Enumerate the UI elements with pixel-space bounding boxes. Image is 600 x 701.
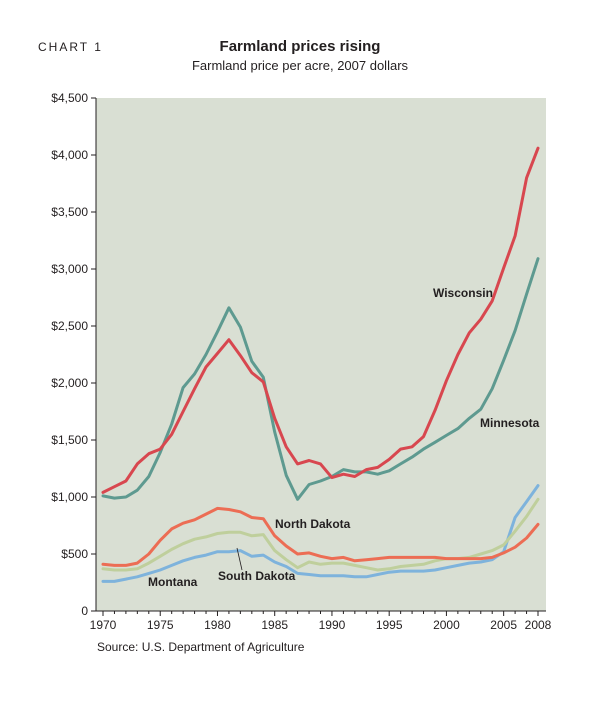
series-line-montana [101, 484, 540, 583]
series-line-north-dakota [101, 506, 540, 567]
series-label-north-dakota: North Dakota [275, 517, 351, 531]
x-tick-label: 1970 [90, 618, 117, 632]
y-tick-label: $1,500 [51, 433, 88, 447]
y-tick-label: $1,000 [51, 490, 88, 504]
y-tick-label: $3,000 [51, 262, 88, 276]
x-tick-label: 1975 [147, 618, 174, 632]
y-axis: 0 $500 $1,000 $1,500 $2,000 $2,500 $3,000 $3,50… [51, 91, 97, 618]
y-tick-label: $3,500 [51, 205, 88, 219]
series-lines [101, 146, 540, 583]
x-tick-label: 1995 [376, 618, 403, 632]
series-label-montana: Montana [148, 575, 198, 589]
x-tick-label: 2000 [433, 618, 460, 632]
y-tick-label: $500 [61, 547, 88, 561]
series-label-minnesota: Minnesota [480, 416, 540, 430]
series-labels: Wisconsin Minnesota North Dakota South Dako… [148, 286, 540, 589]
source-note: Source: U.S. Department of Agriculture [97, 640, 305, 654]
y-tick-label: $4,000 [51, 148, 88, 162]
south-dakota-leader-line [236, 547, 243, 571]
plot-area [96, 98, 546, 611]
y-tick-label: $2,500 [51, 319, 88, 333]
y-tick-label: 0 [81, 604, 88, 618]
chart-title: Farmland prices rising [219, 38, 381, 55]
series-label-south-dakota: South Dakota [218, 569, 296, 583]
series-line-wisconsin [101, 146, 540, 494]
x-axis: 1970 1975 1980 1985 1990 1995 2000 2005 2008 [90, 610, 552, 632]
series-line-minnesota [101, 257, 540, 501]
x-tick-label: 1990 [319, 618, 346, 632]
series-label-wisconsin: Wisconsin [433, 286, 493, 300]
x-tick-label: 2005 [490, 618, 517, 632]
x-tick-label: 1980 [204, 618, 231, 632]
x-tick-label: 1985 [261, 618, 288, 632]
y-tick-label: $4,500 [51, 91, 88, 105]
chart-number-label: CHART 1 [38, 40, 103, 54]
x-tick-label: 2008 [525, 618, 552, 632]
y-tick-label: $2,000 [51, 376, 88, 390]
chart-subtitle: Farmland price per acre, 2007 dollars [191, 58, 409, 73]
